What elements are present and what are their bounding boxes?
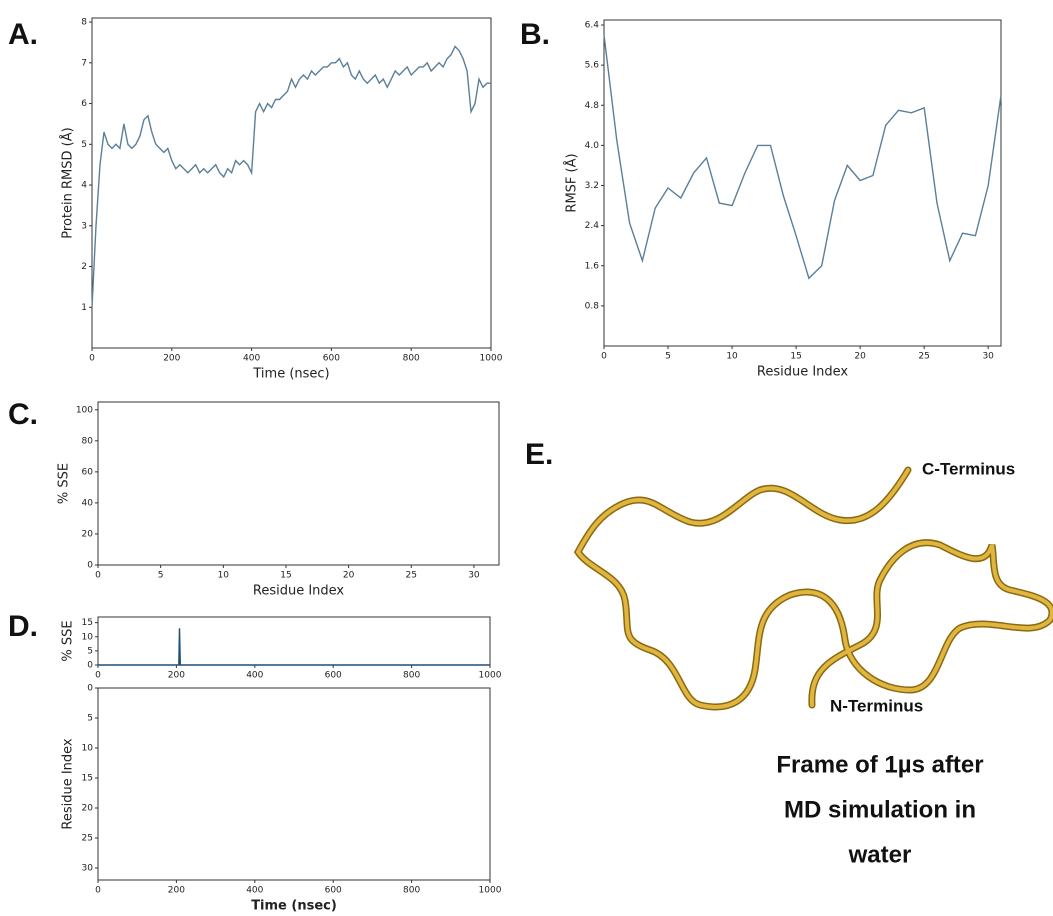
y-tick-label: 0 xyxy=(87,561,93,571)
n-terminus-label: N-Terminus xyxy=(830,696,923,715)
x-tick-label: 0 xyxy=(89,354,95,364)
x-tick-label: 600 xyxy=(323,354,340,364)
x-tick-label: 25 xyxy=(406,571,417,581)
x-tick-label: 1000 xyxy=(479,886,502,896)
x-tick-label: 25 xyxy=(918,352,929,362)
plot-frame xyxy=(603,19,1002,347)
data-line xyxy=(603,34,1002,280)
plot-frame xyxy=(97,687,491,881)
x-tick-label: 0 xyxy=(95,571,101,581)
x-tick-label: 30 xyxy=(982,352,994,362)
x-tick-label: 5 xyxy=(158,571,164,581)
y-tick-label: 7 xyxy=(81,58,87,68)
y-tick-label: 4.8 xyxy=(585,101,600,111)
x-tick-label: 800 xyxy=(403,354,420,364)
peptide-structure xyxy=(573,466,1053,711)
x-tick-label: 600 xyxy=(325,886,342,896)
y-tick-label: 3 xyxy=(81,221,87,231)
y-tick-label: 4 xyxy=(81,181,87,191)
panel-label: E. xyxy=(525,438,553,471)
y-tick-label: 2 xyxy=(81,262,87,272)
y-tick-label: 15 xyxy=(82,774,93,784)
x-tick-label: 10 xyxy=(726,352,738,362)
y-tick-label: 6.4 xyxy=(585,21,600,31)
x-tick-label: 20 xyxy=(343,571,355,581)
y-tick-label: 0.8 xyxy=(585,301,600,311)
y-tick-label: 1.6 xyxy=(585,261,600,271)
y-tick-label: 80 xyxy=(82,436,94,446)
caption-line: water xyxy=(848,841,912,868)
x-tick-label: 0 xyxy=(601,352,607,362)
data-line xyxy=(98,628,490,666)
caption-line: MD simulation in xyxy=(784,796,976,823)
x-axis-label: Residue Index xyxy=(757,365,849,380)
y-tick-label: 5 xyxy=(87,646,93,656)
y-tick-label: 20 xyxy=(82,804,94,814)
plot-frame xyxy=(97,401,500,566)
y-axis-label: Protein RMSD (Å) xyxy=(60,127,76,238)
x-tick-label: 15 xyxy=(280,571,291,581)
y-tick-label: 15 xyxy=(82,618,93,628)
x-tick-label: 400 xyxy=(243,354,260,364)
x-tick-label: 200 xyxy=(163,354,180,364)
y-tick-label: 5 xyxy=(87,714,93,724)
y-tick-label: 20 xyxy=(82,529,94,539)
x-tick-label: 0 xyxy=(95,671,101,681)
y-tick-label: 60 xyxy=(82,467,94,477)
x-tick-label: 30 xyxy=(468,571,480,581)
x-tick-label: 400 xyxy=(246,886,263,896)
y-tick-label: 40 xyxy=(82,498,94,508)
x-tick-label: 200 xyxy=(168,886,185,896)
y-axis-label: % SSE xyxy=(61,620,76,661)
panel-label: D. xyxy=(8,610,38,643)
plot-frame xyxy=(97,616,491,666)
x-tick-label: 15 xyxy=(790,352,801,362)
x-tick-label: 0 xyxy=(95,886,101,896)
plot-frame xyxy=(91,17,492,349)
x-tick-label: 20 xyxy=(854,352,866,362)
y-tick-label: 30 xyxy=(82,864,94,874)
y-tick-label: 0 xyxy=(87,661,93,671)
y-tick-label: 5.6 xyxy=(585,61,600,71)
x-axis-label: Residue Index xyxy=(253,584,345,599)
x-tick-label: 400 xyxy=(246,671,263,681)
x-axis-label: Time (nsec) xyxy=(251,899,337,914)
data-line xyxy=(91,45,491,308)
y-tick-label: 10 xyxy=(82,744,94,754)
c-terminus-label: C-Terminus xyxy=(922,459,1015,478)
y-axis-label: % SSE xyxy=(57,463,72,504)
x-tick-label: 800 xyxy=(403,671,420,681)
panel-label: A. xyxy=(8,18,38,51)
y-axis-label: Residue Index xyxy=(61,738,76,830)
y-tick-label: 0 xyxy=(87,684,93,694)
y-tick-label: 100 xyxy=(76,405,93,415)
caption-line: Frame of 1µs after xyxy=(776,751,983,778)
y-tick-label: 8 xyxy=(81,18,87,28)
y-tick-label: 3.2 xyxy=(585,181,599,191)
x-tick-label: 5 xyxy=(665,352,671,362)
y-tick-label: 25 xyxy=(82,834,93,844)
x-axis-label: Time (nsec) xyxy=(252,367,329,382)
y-tick-label: 5 xyxy=(81,140,87,150)
x-tick-label: 800 xyxy=(403,886,420,896)
y-tick-label: 1 xyxy=(81,303,87,313)
y-tick-label: 6 xyxy=(81,99,87,109)
y-tick-label: 2.4 xyxy=(585,221,600,231)
panel-label: B. xyxy=(520,18,550,51)
y-tick-label: 10 xyxy=(82,632,94,642)
y-tick-label: 4.0 xyxy=(585,141,600,151)
y-axis-label: RMSF (Å) xyxy=(564,153,580,212)
panel-label: C. xyxy=(8,398,38,431)
x-tick-label: 10 xyxy=(218,571,230,581)
x-tick-label: 1000 xyxy=(479,671,502,681)
x-tick-label: 200 xyxy=(168,671,185,681)
x-tick-label: 600 xyxy=(325,671,342,681)
x-tick-label: 1000 xyxy=(480,354,503,364)
